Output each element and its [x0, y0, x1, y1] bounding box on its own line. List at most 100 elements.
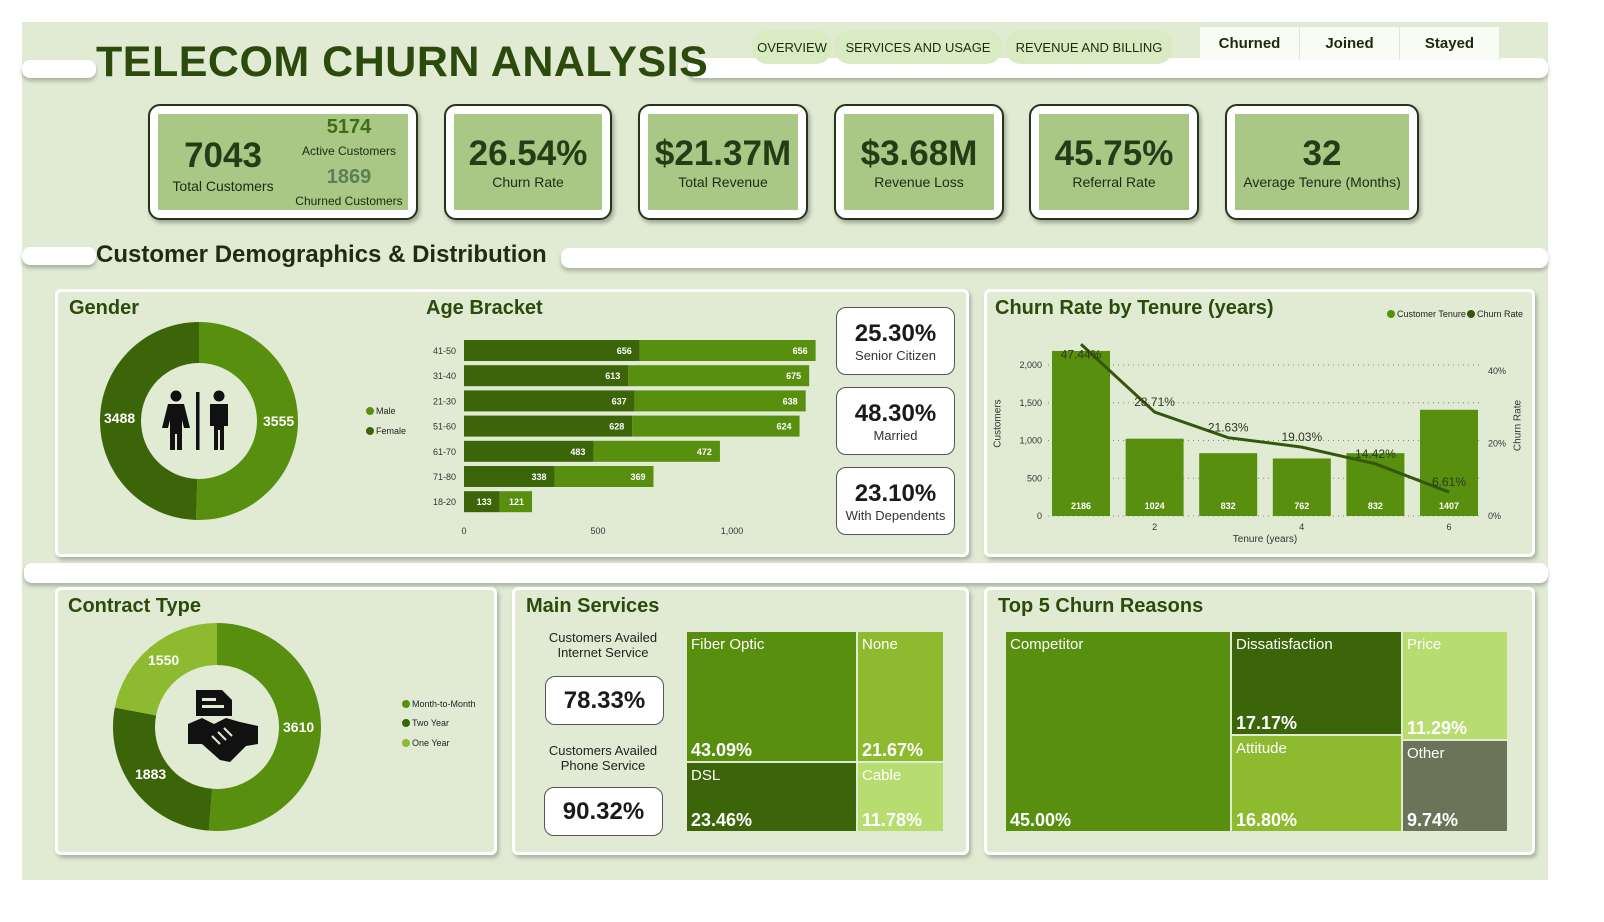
tenure-y-tick: 1,000 [1019, 436, 1042, 446]
age-bar [499, 491, 533, 513]
age-bar-label: 637 [612, 396, 627, 406]
legend-label: One Year [412, 738, 450, 748]
age-x-tick: 1,000 [721, 526, 744, 536]
age-bar [464, 415, 633, 437]
kpi-value: 45.75% [1054, 134, 1174, 173]
age-bar-label: 483 [570, 447, 585, 457]
churn-rate-label: 28.71% [1134, 395, 1175, 409]
gender-label-female: 3488 [104, 410, 135, 426]
kpi-label: Referral Rate [1072, 174, 1156, 190]
tile-name: Attitude [1236, 740, 1287, 757]
tenure-y2-tick: 40% [1488, 366, 1506, 376]
kpi-total-revenue: $21.37M Total Revenue [638, 104, 808, 220]
age-bar [639, 340, 816, 361]
tenure-bar-label: 1407 [1439, 501, 1459, 511]
tenure-y-tick: 2,000 [1019, 360, 1042, 370]
donut-slice-one-year [114, 623, 217, 716]
age-bar-label: 369 [630, 472, 645, 482]
legend-dot [402, 719, 410, 727]
tenure-bar [1272, 458, 1331, 516]
tenure-bar [1052, 350, 1110, 516]
stat-value: 48.30% [854, 400, 937, 427]
stat-label: With Dependents [845, 508, 946, 523]
age-category-label: 61-70 [433, 447, 456, 457]
age-category-label: 31-40 [433, 371, 456, 381]
tile-name: Other [1407, 745, 1445, 762]
age-category-label: 18-20 [433, 497, 456, 507]
tile-value: 17.17% [1236, 713, 1298, 733]
stat-senior-citizen: 25.30% Senior Citizen [836, 307, 955, 375]
churn-rate-line [1079, 343, 1450, 494]
legend-dot [366, 427, 374, 435]
age-title: Age Bracket [426, 297, 543, 319]
stat-value: 23.10% [854, 480, 937, 507]
contract-label: 3610 [283, 719, 314, 735]
treemap-cable[interactable]: Cable 11.78% [857, 762, 944, 832]
tile-name: Competitor [1010, 636, 1084, 653]
tile-value: 11.78% [862, 810, 923, 830]
age-bar [464, 365, 629, 387]
tile-value: 45.00% [1010, 810, 1072, 830]
nav-revenue-billing[interactable]: REVENUE AND BILLING [1005, 30, 1173, 64]
nav-services-usage[interactable]: SERVICES AND USAGE [834, 30, 1002, 64]
kpi-label: Revenue Loss [874, 174, 964, 190]
age-category-label: 51-60 [433, 422, 456, 432]
filter-joined[interactable]: Joined [1300, 27, 1400, 60]
nav-overview[interactable]: OVERVIEW [752, 30, 832, 64]
donut-slice-male [196, 322, 298, 520]
legend-label: Customer Tenure [1397, 309, 1466, 319]
kpi-referral-rate: 45.75% Referral Rate [1029, 104, 1199, 220]
stat-label: Married [873, 428, 918, 443]
tenure-y-label: Customers [992, 399, 1004, 448]
tenure-y2-tick: 0% [1488, 511, 1501, 521]
gender-title: Gender [69, 297, 140, 319]
legend-month-to-month: Month-to-Month [402, 699, 476, 709]
filter-stayed[interactable]: Stayed [1400, 27, 1500, 60]
kpi-fill: 45.75% Referral Rate [1039, 114, 1189, 210]
age-x-tick: 500 [590, 526, 605, 536]
kpi-value: 32 [1302, 134, 1342, 173]
legend-label: Churn Rate [1477, 309, 1524, 319]
treemap-none[interactable]: None 21.67% [857, 631, 944, 762]
kpi-average-tenure: 32 Average Tenure (Months) [1225, 104, 1419, 220]
divider-bar [24, 563, 1548, 583]
gender-label-male: 3555 [263, 413, 294, 429]
kpi-value: $21.37M [654, 134, 792, 173]
filter-churned[interactable]: Churned [1200, 27, 1300, 60]
stat-value: 90.32% [562, 798, 645, 825]
age-bar [464, 491, 500, 513]
tenure-bar-label: 2186 [1071, 501, 1091, 511]
tenure-bar-label: 1024 [1145, 501, 1165, 511]
phone-service-stat: 90.32% [544, 787, 663, 836]
tenure-y-tick: 0 [1037, 511, 1042, 521]
kpi-fill: 32 Average Tenure (Months) [1235, 114, 1409, 210]
treemap-price[interactable]: Price 11.29% [1402, 631, 1508, 740]
age-bar [464, 440, 594, 462]
age-bar [593, 440, 720, 462]
treemap-fiber-optic[interactable]: Fiber Optic 43.09% [686, 631, 857, 762]
churn-rate-label: 6.61% [1432, 475, 1466, 489]
age-category-label: 71-80 [433, 472, 456, 482]
age-bar [632, 415, 800, 437]
age-bar-label: 624 [777, 422, 792, 432]
total-customers-value: 7043 [184, 136, 262, 175]
header-bar-left [22, 60, 96, 78]
churn-rate-label: 14.42% [1355, 447, 1396, 461]
treemap-other[interactable]: Other 9.74% [1402, 740, 1508, 832]
tile-name: Dissatisfaction [1236, 636, 1333, 653]
tenure-y-tick: 1,500 [1019, 398, 1042, 408]
treemap-dissatisfaction[interactable]: Dissatisfaction 17.17% [1231, 631, 1402, 735]
treemap-attitude[interactable]: Attitude 16.80% [1231, 735, 1402, 832]
treemap-competitor[interactable]: Competitor 45.00% [1005, 631, 1231, 832]
stat-with-dependents: 23.10% With Dependents [836, 467, 955, 535]
tenure-x-label: Tenure (years) [1232, 534, 1298, 545]
age-bar-label: 675 [786, 371, 801, 381]
treemap-dsl[interactable]: DSL 23.46% [686, 762, 857, 832]
section-title: Customer Demographics & Distribution [96, 241, 547, 268]
tile-value: 21.67% [862, 740, 924, 760]
reasons-title: Top 5 Churn Reasons [998, 595, 1204, 617]
tile-name: Cable [862, 767, 902, 784]
legend-dot [1467, 310, 1475, 318]
kpi-label: Total Revenue [678, 174, 768, 190]
section-bar-left [22, 247, 96, 265]
